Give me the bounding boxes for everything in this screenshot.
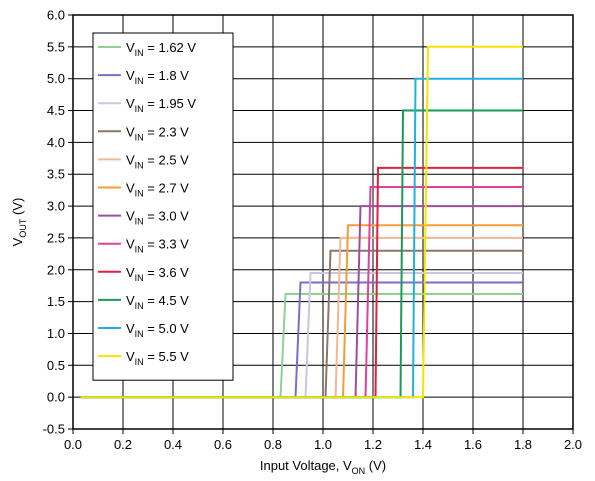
y-tick-label: 1.5: [47, 294, 65, 309]
legend-label-3: VIN = 2.3 V: [126, 124, 189, 142]
y-tick-label: 2.0: [47, 262, 65, 277]
x-tick-label: 1.6: [464, 437, 482, 452]
x-tick-label: 2.0: [564, 437, 582, 452]
legend-label-6: VIN = 3.0 V: [126, 209, 189, 227]
y-tick-label: 3.0: [47, 199, 65, 214]
y-tick-label: 2.5: [47, 230, 65, 245]
x-tick-label: 0.6: [214, 437, 232, 452]
legend-label-10: VIN = 5.0 V: [126, 321, 189, 339]
x-tick-label: 0.0: [64, 437, 82, 452]
y-tick-label: 4.0: [47, 135, 65, 150]
y-tick-label: -0.5: [43, 422, 65, 437]
series-line-11: [80, 45, 523, 399]
y-tick-label: 3.5: [47, 167, 65, 182]
x-tick-label: 0.8: [264, 437, 282, 452]
legend-label-9: VIN = 4.5 V: [126, 293, 189, 311]
legend-label-4: VIN = 2.5 V: [126, 152, 189, 170]
series-lines: [80, 45, 523, 399]
x-tick-label: 1.4: [414, 437, 432, 452]
y-tick-label: 5.5: [47, 39, 65, 54]
x-tick-label: 0.2: [114, 437, 132, 452]
legend-label-7: VIN = 3.3 V: [126, 237, 189, 255]
y-tick-label: 5.0: [47, 71, 65, 86]
x-tick-label: 1.2: [364, 437, 382, 452]
y-tick-label: 0.5: [47, 358, 65, 373]
legend-label-8: VIN = 3.6 V: [126, 265, 189, 283]
x-tick-label: 0.4: [164, 437, 182, 452]
x-axis-title: Input Voltage, VON (V): [260, 458, 386, 476]
legend-label-11: VIN = 5.5 V: [126, 349, 189, 367]
y-tick-label: 4.5: [47, 103, 65, 118]
legend-entries: VIN = 1.62 V VIN = 1.8 V VIN = 1.95 V VIN =…: [98, 40, 196, 367]
y-tick-label: 0.0: [47, 390, 65, 405]
legend-label-2: VIN = 1.95 V: [126, 96, 196, 114]
y-axis-title: VOUT (V): [10, 198, 28, 247]
y-tick-label: 1.0: [47, 326, 65, 341]
legend: [92, 32, 234, 381]
legend-label-5: VIN = 2.7 V: [126, 181, 189, 199]
tick-labels: 0.0 0.2 0.4 0.6 0.8 1.0 1.2 1.4 1.6 1.8 2.0-0.50.0…: [43, 8, 582, 453]
x-tick-label: 1.8: [514, 437, 532, 452]
legend-label-0: VIN = 1.62 V: [126, 40, 196, 58]
legend-label-1: VIN = 1.8 V: [126, 68, 189, 86]
plot-frame: [72, 14, 574, 430]
x-tick-label: 1.0: [314, 437, 332, 452]
y-tick-label: 6.0: [47, 8, 65, 23]
